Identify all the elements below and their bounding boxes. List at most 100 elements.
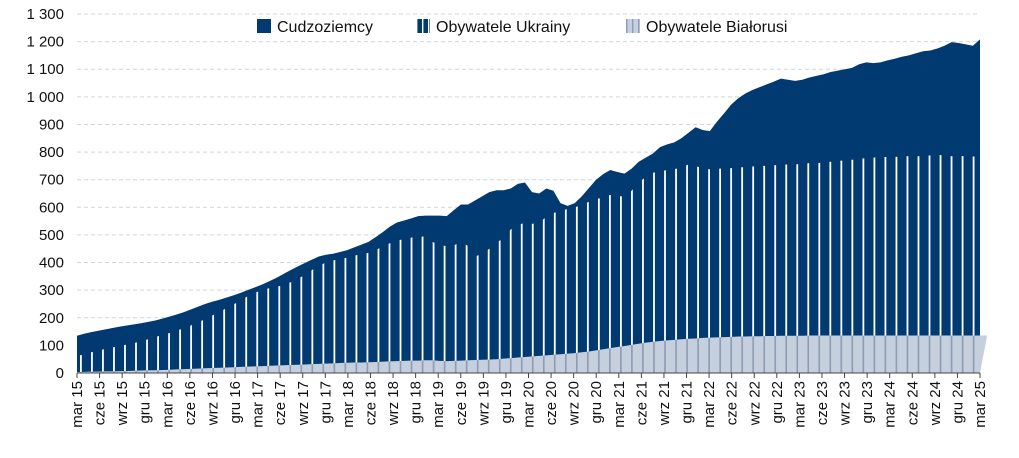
x-tick-label: mar 19 xyxy=(430,381,447,428)
ukraina-stripe xyxy=(366,154,369,373)
y-tick-label: 1 200 xyxy=(26,34,64,51)
x-tick-label: gru 16 xyxy=(227,381,244,424)
ukraina-stripe xyxy=(675,154,677,373)
ukraina-stripe xyxy=(950,154,953,373)
legend-swatch-ukraina xyxy=(416,19,430,33)
x-tick-label: mar 17 xyxy=(250,381,267,428)
ukraina-stripe xyxy=(124,154,126,373)
ukraina-stripe xyxy=(102,154,104,373)
bialorus-stripe xyxy=(631,335,633,373)
ukraina-stripe xyxy=(410,154,413,373)
x-tick-label: mar 23 xyxy=(791,381,808,428)
bialorus-stripe xyxy=(785,335,788,373)
x-tick-label: cze 20 xyxy=(543,381,560,425)
x-tick-label: wrz 15 xyxy=(114,381,131,426)
x-tick-label: gru 19 xyxy=(498,381,515,424)
ukraina-stripe xyxy=(421,154,424,373)
ukraina-stripe xyxy=(300,154,303,373)
ukraina-stripe xyxy=(653,154,655,373)
ukraina-stripe xyxy=(509,154,512,373)
ukraina-stripe xyxy=(840,154,843,373)
ukraina-stripe xyxy=(763,154,766,373)
x-tick-label: cze 23 xyxy=(814,381,831,425)
y-tick-label: 200 xyxy=(39,310,64,327)
ukraina-stripe xyxy=(465,154,468,373)
x-tick-label: wrz 18 xyxy=(385,381,402,426)
ukraina-stripe xyxy=(597,154,600,373)
y-tick-label: 100 xyxy=(39,337,64,354)
bialorus-stripe xyxy=(774,335,777,373)
ukraina-stripe xyxy=(476,154,479,373)
ukraina-stripe xyxy=(344,154,347,373)
bialorus-stripe xyxy=(113,335,115,373)
ukraina-stripe xyxy=(355,154,358,373)
legend-label-cudzoziemcy: Cudzoziemcy xyxy=(277,19,373,36)
bialorus-stripe xyxy=(91,335,93,373)
x-tick-label: gru 17 xyxy=(317,381,334,424)
ukraina-stripe xyxy=(443,154,446,373)
y-tick-label: 0 xyxy=(56,365,64,382)
bialorus-stripe xyxy=(124,335,126,373)
y-tick-label: 1 100 xyxy=(26,61,64,78)
x-tick-label: wrz 20 xyxy=(566,381,583,426)
x-tick-label: cze 22 xyxy=(724,381,741,425)
bialorus-stripe xyxy=(620,335,622,373)
legend-label-bialorus: Obywatele Białorusi xyxy=(646,19,787,36)
bialorus-stripe xyxy=(730,335,733,373)
ukraina-stripe xyxy=(487,154,490,373)
bialorus-stripe xyxy=(851,335,854,373)
x-tick-label: cze 17 xyxy=(272,381,289,425)
bialorus-stripe xyxy=(862,335,865,373)
bialorus-stripe xyxy=(564,335,567,373)
bialorus-stripe xyxy=(928,335,931,373)
bialorus-stripe xyxy=(873,335,876,373)
bialorus-stripe xyxy=(840,335,843,373)
bialorus-stripe xyxy=(653,335,655,373)
ukraina-stripe xyxy=(774,154,777,373)
y-tick-label: 300 xyxy=(39,282,64,299)
legend-label-ukraina: Obywatele Ukrainy xyxy=(436,19,570,36)
ukraina-stripe xyxy=(620,154,622,373)
legend: Cudzoziemcy Obywatele Ukrainy Obywatele … xyxy=(257,19,787,36)
ukraina-stripe xyxy=(388,154,391,373)
x-tick-label: cze 24 xyxy=(904,381,921,425)
series-area-cudzoziemcy xyxy=(77,39,980,373)
bialorus-stripe xyxy=(939,335,942,373)
bialorus-stripe xyxy=(146,335,148,373)
bialorus-stripe xyxy=(675,335,677,373)
ukraina-stripe xyxy=(928,154,931,373)
ukraina-stripe xyxy=(829,154,832,373)
ukraina-stripe xyxy=(223,154,226,373)
x-tick-label: gru 15 xyxy=(137,381,154,424)
legend-swatch-cudzoziemcy xyxy=(257,19,271,33)
x-axis-ticks xyxy=(76,373,981,378)
bialorus-stripe xyxy=(807,335,810,373)
ukraina-stripe xyxy=(553,154,556,373)
ukraina-stripe xyxy=(631,154,633,373)
ukraina-stripe xyxy=(917,154,920,373)
bialorus-stripe xyxy=(818,335,821,373)
x-tick-label: wrz 16 xyxy=(204,381,221,426)
x-tick-label: wrz 22 xyxy=(746,381,763,426)
bialorus-stripe xyxy=(102,335,104,373)
ukraina-stripe xyxy=(498,154,501,373)
ukraina-stripe xyxy=(256,154,259,373)
x-tick-label: gru 20 xyxy=(588,381,605,424)
ukraina-stripe xyxy=(906,154,909,373)
x-tick-label: gru 18 xyxy=(408,381,425,424)
legend-swatch-bialorus xyxy=(626,19,640,33)
bialorus-stripe xyxy=(829,335,832,373)
ukraina-stripe xyxy=(531,154,534,373)
ukraina-stripe xyxy=(377,154,380,373)
ukraina-stripe xyxy=(146,154,148,373)
ukraina-stripe xyxy=(586,154,589,373)
x-axis-labels: mar 15 cze 15 wrz 15 gru 15 mar 16 cze 16 wrz … xyxy=(69,381,989,428)
ukraina-stripe xyxy=(642,154,644,373)
y-tick-label: 400 xyxy=(39,255,64,272)
bialorus-stripe xyxy=(796,335,799,373)
ukraina-stripe xyxy=(708,154,710,373)
bialorus-stripe xyxy=(917,335,920,373)
x-tick-label: mar 18 xyxy=(340,381,357,428)
x-tick-label: wrz 21 xyxy=(656,381,673,426)
